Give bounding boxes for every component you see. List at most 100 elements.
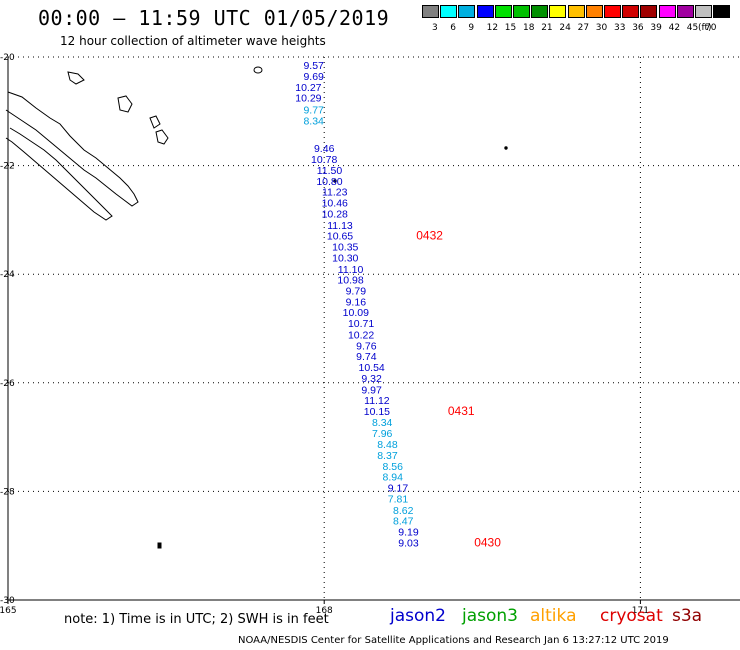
legend-altika: altika xyxy=(530,606,577,626)
color-scale-label: 15 xyxy=(504,23,517,33)
color-scale-label: 21 xyxy=(541,23,553,33)
color-swatch xyxy=(695,5,712,18)
color-swatch xyxy=(676,5,694,18)
wave-height-reading: 9.77 xyxy=(303,105,324,117)
color-scale-label: 70 xyxy=(705,23,717,33)
wave-height-reading: 10.80 xyxy=(316,176,342,188)
coastline xyxy=(5,66,508,549)
walpole-island xyxy=(253,66,263,74)
page-subtitle: 12 hour collection of altimeter wave hei… xyxy=(60,34,326,48)
color-scale-label: 9 xyxy=(468,23,475,33)
wave-height-reading: 9.03 xyxy=(398,537,419,549)
wave-height-reading: 9.57 xyxy=(303,60,324,72)
legend-jason3: jason3 xyxy=(462,606,518,626)
page-title: 00:00 – 11:59 UTC 01/05/2019 xyxy=(38,6,390,30)
y-tick-label: -22 xyxy=(0,162,15,172)
color-swatch xyxy=(549,5,567,18)
wave-height-reading: 10.30 xyxy=(332,252,358,264)
wave-height-reading: 10.71 xyxy=(348,318,374,330)
color-scale-label: 45 xyxy=(686,23,699,33)
wave-height-reading: 9.17 xyxy=(388,483,409,495)
y-tick-label: -20 xyxy=(0,53,15,63)
wave-height-reading: 8.47 xyxy=(393,516,414,528)
wave-height-reading: 8.56 xyxy=(382,461,403,473)
isle-of-pines xyxy=(67,71,85,85)
wave-height-reading: 10.35 xyxy=(332,242,358,254)
legend-jason2: jason2 xyxy=(390,606,446,626)
wave-height-reading: 9.19 xyxy=(398,527,419,539)
wave-height-reading: 8.48 xyxy=(377,439,398,451)
color-scale-label: 33 xyxy=(614,23,626,33)
pass-time-label: 0432 xyxy=(416,229,443,243)
color-scale-label: 3 xyxy=(432,23,438,33)
units-note: note: 1) Time is in UTC; 2) SWH is in fe… xyxy=(64,612,329,627)
color-swatch xyxy=(567,5,585,18)
y-tick-label: -28 xyxy=(0,487,15,497)
color-swatch xyxy=(658,5,676,18)
credit-line: NOAA/NESDIS Center for Satellite Applica… xyxy=(238,635,669,646)
color-swatch xyxy=(713,5,731,18)
color-swatch xyxy=(513,5,530,18)
color-scale-label: 30 xyxy=(595,23,608,33)
wave-height-reading: 11.13 xyxy=(327,220,353,232)
wave-height-reading: 9.32 xyxy=(361,373,382,385)
color-swatch xyxy=(585,5,603,18)
color-swatch xyxy=(458,5,476,18)
loyalty-islands xyxy=(117,95,169,145)
x-tick-label: 171 xyxy=(632,606,649,616)
color-swatch xyxy=(531,5,549,18)
wave-height-reading: 9.76 xyxy=(356,340,377,352)
wave-height-reading: 11.50 xyxy=(317,165,343,177)
wave-height-reading: 10.46 xyxy=(322,198,348,210)
wave-height-reading: 10.15 xyxy=(364,406,390,418)
minor-reef xyxy=(157,542,162,549)
new-caledonia-coast xyxy=(5,91,139,207)
wave-height-reading: 9.16 xyxy=(346,296,367,308)
wave-height-reading: 8.62 xyxy=(393,505,414,517)
color-scale-label: 27 xyxy=(577,23,590,33)
legend-cryosat: cryosat xyxy=(600,606,663,626)
color-scale-label: 36 xyxy=(632,23,644,33)
wave-height-reading: 10.98 xyxy=(337,275,363,287)
wave-height-reading: 9.97 xyxy=(361,384,382,396)
wave-height-reading: 7.96 xyxy=(372,428,393,440)
wave-height-reading: 8.34 xyxy=(303,116,324,128)
color-swatch xyxy=(494,5,512,18)
color-scale-unit: (ft) xyxy=(698,23,712,33)
wave-height-reading: 8.37 xyxy=(377,450,398,462)
y-tick-label: -26 xyxy=(0,379,15,389)
wave-height-reading: 10.54 xyxy=(358,362,384,374)
matthew-island xyxy=(504,146,508,150)
map-axes: -20-22-24-26-28-30165168171174177 xyxy=(0,53,740,616)
color-scale-label: 6 xyxy=(450,23,456,33)
wave-height-reading: 10.29 xyxy=(295,93,321,105)
wave-height-reading: 10.65 xyxy=(327,231,353,243)
new-caledonia-coast-inner xyxy=(5,127,113,221)
color-swatch xyxy=(622,5,640,18)
color-swatch xyxy=(476,5,494,18)
wave-height-reading: 8.34 xyxy=(372,417,393,429)
color-scale-label: 12 xyxy=(486,23,499,33)
color-swatch xyxy=(440,5,458,18)
color-scale-label: 39 xyxy=(650,23,662,33)
wave-height-reading: 10.27 xyxy=(295,82,321,94)
pass-time-label: 0431 xyxy=(448,404,475,418)
wave-height-reading: 9.46 xyxy=(314,143,335,155)
color-scale-label: 18 xyxy=(523,23,535,33)
x-tick-label: 168 xyxy=(316,606,333,616)
hunter-island xyxy=(333,179,337,183)
color-swatch xyxy=(604,5,621,18)
wave-height-reading: 10.22 xyxy=(348,329,374,341)
wave-height-reading: 10.78 xyxy=(311,154,337,166)
satellite-track: 9.579.6910.2710.299.778.349.4610.7811.50… xyxy=(295,60,501,549)
wave-height-reading: 9.69 xyxy=(303,71,324,83)
color-scale-label: 24 xyxy=(559,23,571,33)
pass-time-label: 0430 xyxy=(474,535,501,549)
color-swatch xyxy=(422,5,439,18)
wave-height-reading: 10.28 xyxy=(322,208,348,220)
wave-height-reading: 11.10 xyxy=(338,264,364,276)
satellite-tracks: 9.579.6910.2710.299.778.349.4610.7811.50… xyxy=(295,60,501,549)
wave-height-reading: 9.79 xyxy=(346,285,367,297)
y-tick-label: -24 xyxy=(0,270,15,280)
